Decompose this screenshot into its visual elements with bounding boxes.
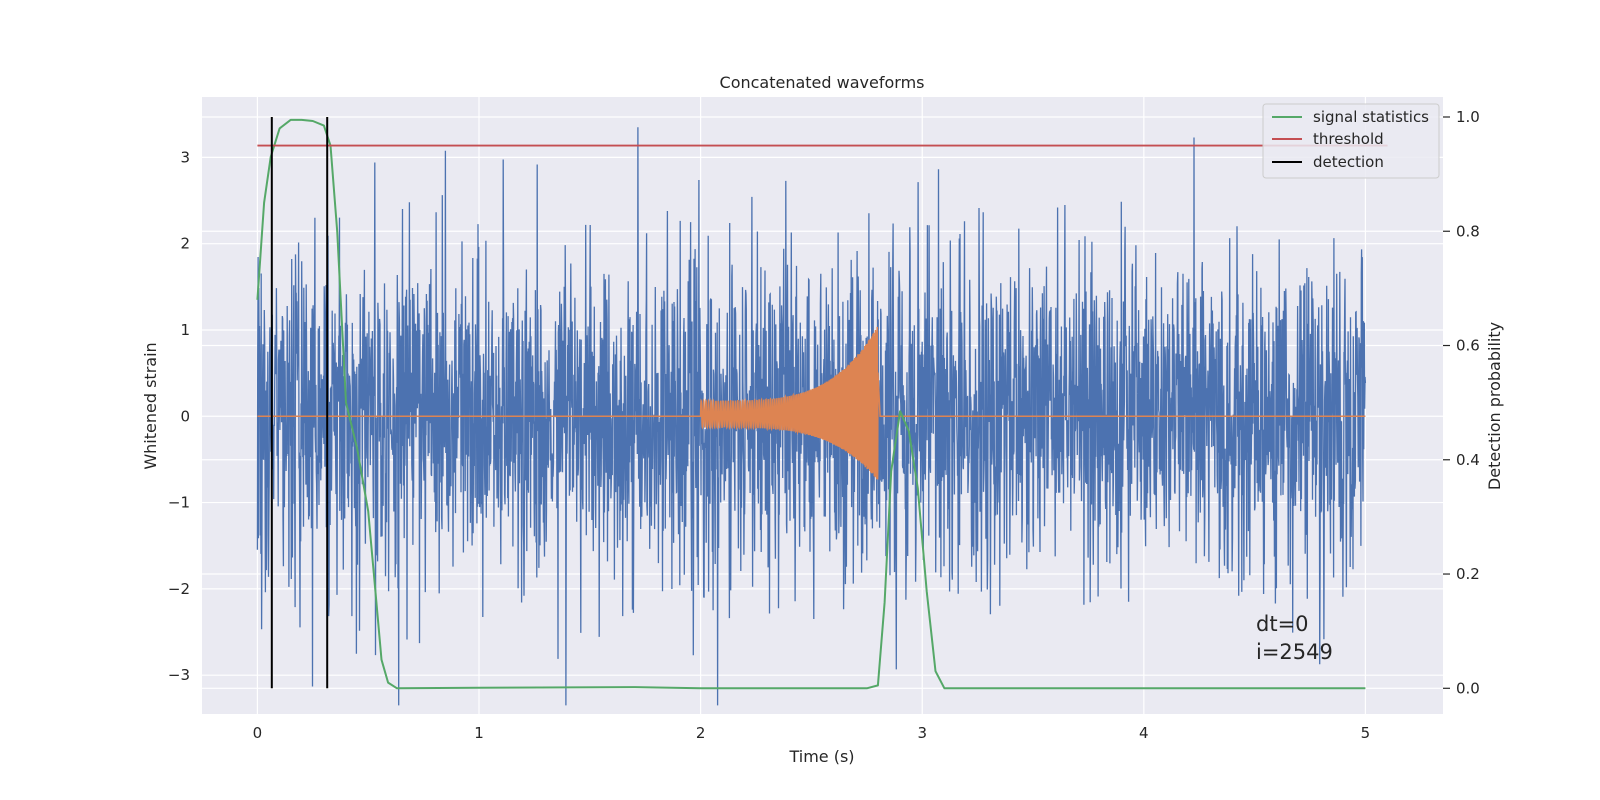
x-tick-label: 1 — [474, 724, 484, 742]
y2-tick-label: 0.4 — [1456, 451, 1480, 469]
x-tick-label: 4 — [1139, 724, 1149, 742]
x-tick-label: 3 — [917, 724, 927, 742]
x-tick-label: 2 — [696, 724, 706, 742]
y-tick-label: −2 — [168, 580, 190, 598]
x-tick-label: 5 — [1361, 724, 1371, 742]
legend-label-detection: detection — [1313, 153, 1384, 171]
annotation-index: i=2549 — [1256, 640, 1333, 664]
x-tick-label: 0 — [253, 724, 263, 742]
legend-box — [1262, 103, 1440, 179]
y-tick-label: 2 — [180, 235, 190, 253]
chart-title: Concatenated waveforms — [720, 73, 925, 92]
y2-tick-label: 1.0 — [1456, 108, 1480, 126]
legend-label-threshold: threshold — [1313, 130, 1384, 148]
y-tick-label: 1 — [180, 321, 190, 339]
y2-tick-label: 0.0 — [1456, 679, 1480, 697]
signal-statistics-line — [256, 118, 1366, 690]
y-tick-label: 0 — [180, 407, 190, 425]
annotation-dt: dt=0 — [1256, 612, 1309, 636]
y2-axis-label: Detection probability — [1485, 322, 1504, 490]
y-axis-label: Whitened strain — [141, 342, 160, 469]
x-axis-label: Time (s) — [788, 747, 854, 766]
data-layer — [256, 116, 1388, 706]
y2-tick-label: 0.6 — [1456, 337, 1480, 355]
y2-tick-label: 0.2 — [1456, 565, 1480, 583]
annotations: dt=0 i=2549 — [1256, 612, 1333, 664]
y-tick-label: −1 — [168, 494, 190, 512]
y2-tick-label: 0.8 — [1456, 222, 1480, 240]
y-tick-label: 3 — [180, 148, 190, 166]
legend: signal statistics threshold detection — [1262, 103, 1440, 179]
chirp-series-line — [257, 326, 1366, 480]
y-tick-label: −3 — [168, 666, 190, 684]
legend-label-signal-statistics: signal statistics — [1313, 108, 1429, 126]
tick-labels: 0 1 2 3 4 5 −3 −2 −1 0 1 2 3 0.0 0.2 0.4 0.6 0.8 1.0 — [168, 108, 1480, 742]
